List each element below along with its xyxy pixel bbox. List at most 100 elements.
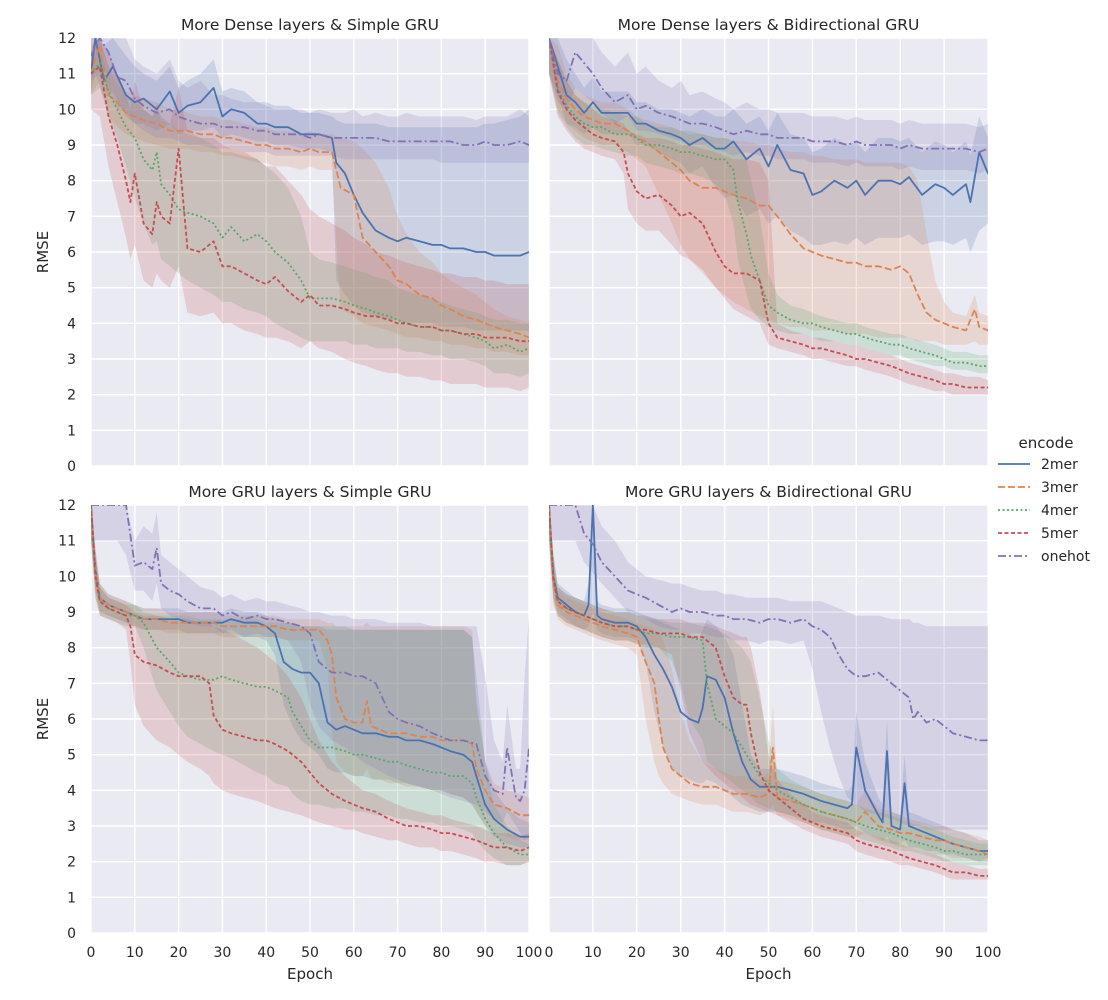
x-tick-label: 50 (760, 945, 778, 961)
confidence-band-4mer (549, 505, 988, 866)
confidence-band-4mer (91, 505, 529, 866)
legend-label: 4mer (1041, 503, 1078, 519)
x-tick-label: 50 (301, 945, 319, 961)
confidence-band-5mer (91, 38, 529, 392)
y-tick-label: 6 (67, 712, 76, 728)
x-tick-label: 30 (672, 945, 690, 961)
y-tick-label: 5 (67, 281, 76, 297)
confidence-band-3mer (549, 505, 988, 862)
series-line-2mer (549, 38, 988, 204)
confidence-band-5mer (549, 505, 988, 880)
legend-label: onehot (1041, 549, 1090, 565)
series-line-3mer (549, 38, 988, 332)
y-tick-label: 12 (58, 498, 76, 514)
y-tick-label: 11 (58, 534, 76, 550)
confidence-band-onehot (549, 38, 988, 174)
series-line-2mer (91, 38, 529, 257)
confidence-band-4mer (549, 38, 988, 374)
x-tick-label: 70 (389, 945, 407, 961)
confidence-band-onehot (91, 38, 529, 163)
series-layer (549, 505, 988, 880)
confidence-band-3mer (91, 38, 529, 356)
series-line-4mer (549, 38, 988, 368)
x-tick-label: 70 (847, 945, 865, 961)
y-tick-label: 1 (67, 890, 76, 906)
y-tick-label: 2 (67, 855, 76, 871)
series-layer (549, 38, 988, 395)
series-line-3mer (91, 44, 529, 339)
y-tick-label: 0 (67, 459, 76, 475)
series-line-5mer (91, 505, 529, 852)
y-tick-label: 2 (67, 388, 76, 404)
series-line-onehot (549, 38, 988, 154)
series-line-onehot (91, 505, 529, 802)
confidence-band-2mer (91, 38, 529, 331)
facet-panel: More GRU layers & Bidirectional GRU 0 10 20… (545, 483, 1002, 983)
x-tick-label: 100 (975, 945, 1002, 961)
y-tick-label: 7 (67, 676, 76, 692)
confidence-band-3mer (91, 505, 529, 841)
panel-title: More GRU layers & Simple GRU (188, 483, 431, 501)
x-axis-label: Epoch (287, 965, 333, 983)
confidence-band-5mer (549, 38, 988, 395)
facet-panel: More Dense layers & Simple GRU0123456789… (34, 16, 530, 475)
y-tick-label: 3 (67, 352, 76, 368)
y-tick-label: 10 (58, 102, 76, 118)
x-tick-label: 80 (891, 945, 909, 961)
x-tick-label: 60 (345, 945, 363, 961)
y-tick-label: 0 (67, 926, 76, 942)
y-tick-label: 7 (67, 209, 76, 225)
x-tick-label: 90 (476, 945, 494, 961)
legend-label: 2mer (1041, 457, 1078, 473)
y-axis-label: RMSE (34, 698, 52, 740)
x-tick-label: 10 (126, 945, 144, 961)
x-tick-label: 20 (170, 945, 188, 961)
x-tick-label: 80 (432, 945, 450, 961)
confidence-band-3mer (549, 38, 988, 345)
y-axis-label: RMSE (34, 231, 52, 273)
x-tick-label: 40 (257, 945, 275, 961)
y-tick-label: 12 (58, 31, 76, 47)
series-line-onehot (549, 505, 988, 742)
y-tick-label: 9 (67, 605, 76, 621)
series-layer (91, 505, 529, 866)
confidence-band-2mer (549, 38, 988, 252)
x-tick-label: 60 (803, 945, 821, 961)
y-tick-label: 3 (67, 819, 76, 835)
series-line-5mer (549, 38, 988, 389)
series-line-2mer (549, 505, 988, 852)
y-tick-label: 8 (67, 641, 76, 657)
panel-title: More Dense layers & Simple GRU (181, 16, 439, 34)
y-tick-label: 11 (58, 67, 76, 83)
panel-title: More GRU layers & Bidirectional GRU (625, 483, 912, 501)
x-axis-label: Epoch (746, 965, 792, 983)
legend-label: 5mer (1041, 526, 1078, 542)
x-tick-label: 100 (516, 945, 543, 961)
series-line-5mer (91, 65, 529, 343)
x-tick-label: 0 (545, 945, 554, 961)
x-tick-label: 10 (584, 945, 602, 961)
y-tick-label: 6 (67, 245, 76, 261)
y-tick-label: 9 (67, 138, 76, 154)
confidence-band-4mer (91, 38, 529, 377)
x-tick-label: 30 (213, 945, 231, 961)
y-tick-label: 1 (67, 423, 76, 439)
legend-title: encode (1019, 434, 1074, 452)
series-layer (91, 38, 529, 392)
facet-panel: More GRU layers & Simple GRU012345678910… (34, 483, 542, 983)
y-tick-label: 10 (58, 569, 76, 585)
panel-title: More Dense layers & Bidirectional GRU (618, 16, 920, 34)
confidence-band-2mer (91, 505, 529, 848)
series-line-3mer (549, 505, 988, 856)
x-tick-label: 20 (628, 945, 646, 961)
y-tick-label: 5 (67, 748, 76, 764)
confidence-band-5mer (91, 505, 529, 866)
x-tick-label: 90 (935, 945, 953, 961)
x-tick-label: 40 (716, 945, 734, 961)
series-line-4mer (549, 505, 988, 856)
series-line-2mer (91, 505, 529, 838)
series-line-onehot (91, 38, 529, 146)
y-tick-label: 8 (67, 174, 76, 190)
series-line-4mer (91, 505, 529, 856)
